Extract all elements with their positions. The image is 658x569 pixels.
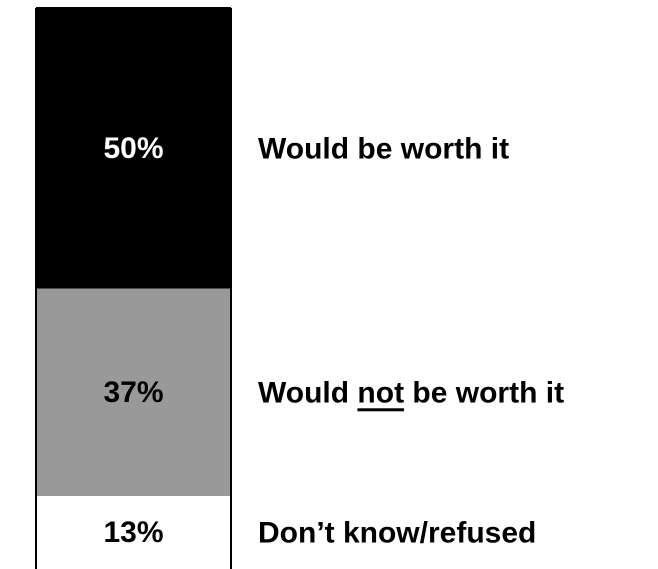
category-label-part: Would be worth it bbox=[258, 132, 509, 165]
bar-segment-3 bbox=[36, 496, 231, 569]
category-label-part: Don’t know/refused bbox=[258, 516, 536, 549]
value-label-1: 50% bbox=[103, 132, 163, 165]
bar-segments bbox=[36, 8, 231, 569]
category-label-2: Would not be worth it bbox=[258, 376, 564, 409]
category-label-part: be worth it bbox=[404, 376, 564, 409]
bar-segment-1 bbox=[36, 8, 231, 289]
value-label-2: 37% bbox=[103, 376, 163, 409]
category-label-part: not bbox=[357, 376, 404, 409]
bar-borders bbox=[35, 7, 232, 569]
category-label-1: Would be worth it bbox=[258, 132, 509, 165]
value-label-3: 13% bbox=[103, 516, 163, 549]
value-labels: 50% 37% 13% bbox=[103, 132, 163, 549]
category-label-3: Don’t know/refused bbox=[258, 516, 536, 549]
category-label-part: Would bbox=[258, 376, 357, 409]
bar-segment-2 bbox=[36, 288, 231, 497]
